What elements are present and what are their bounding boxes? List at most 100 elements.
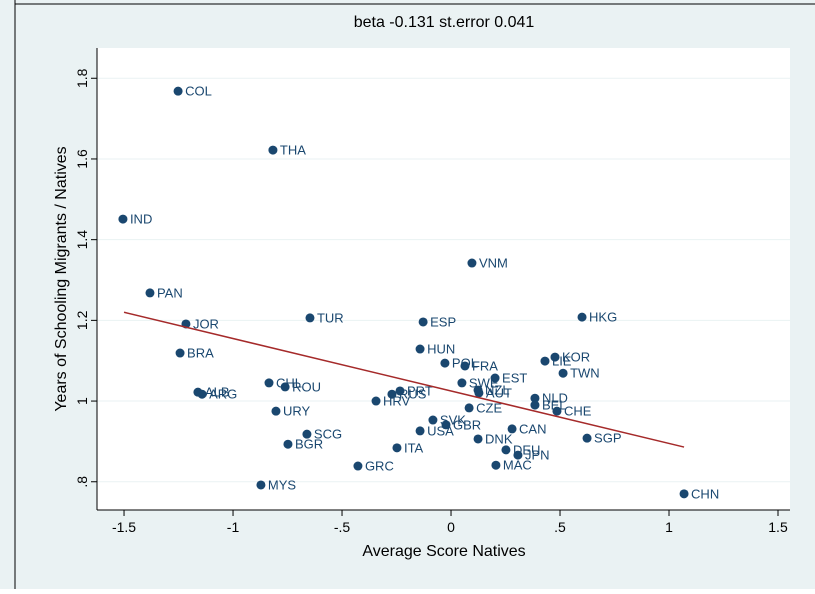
y-tick-label: .8	[74, 476, 90, 488]
point	[392, 443, 402, 453]
point	[271, 406, 281, 416]
point	[467, 258, 477, 268]
point-label: SGP	[594, 431, 621, 446]
point-label: HRV	[383, 393, 411, 408]
point-label: NZL	[485, 383, 510, 398]
point-label: ROU	[292, 379, 321, 394]
point	[305, 313, 315, 323]
point-label: BRA	[187, 345, 214, 360]
point-label: ESP	[430, 314, 456, 329]
point	[302, 429, 312, 439]
y-tick-label: 1.6	[74, 149, 90, 169]
point-label: URY	[283, 404, 311, 419]
point	[558, 368, 568, 378]
x-tick-label: 1	[665, 519, 673, 535]
y-tick-label: 1.4	[74, 230, 90, 250]
point	[175, 348, 185, 358]
y-tick-label: 1.2	[74, 310, 90, 330]
point	[418, 317, 428, 327]
point-label: PRT	[407, 383, 433, 398]
point	[679, 489, 689, 499]
point-label: VNM	[479, 255, 508, 270]
point-label: CAN	[519, 421, 546, 436]
x-tick-label: -.5	[334, 519, 351, 535]
point-label: GRC	[365, 458, 394, 473]
point	[428, 415, 438, 425]
point-label: ARG	[209, 387, 237, 402]
x-tick-label: -1.5	[112, 519, 136, 535]
point-label: HUN	[427, 341, 455, 356]
point-label: ALB	[205, 385, 230, 400]
point	[441, 420, 451, 430]
point	[550, 352, 560, 362]
point	[371, 396, 381, 406]
chart-title: beta -0.131 st.error 0.041	[354, 14, 535, 31]
point-label: DNK	[485, 431, 513, 446]
point	[440, 358, 450, 368]
point	[501, 445, 511, 455]
point-label: AUT	[486, 385, 512, 400]
point	[387, 389, 397, 399]
point-label: JPN	[525, 448, 550, 463]
point	[353, 461, 363, 471]
point-label: FRA	[472, 358, 498, 373]
point	[280, 382, 290, 392]
x-tick-label: -1	[227, 519, 240, 535]
point-label: TUR	[317, 310, 344, 325]
point-label: LIE	[552, 354, 572, 369]
x-tick-label: .5	[554, 519, 566, 535]
y-tick-label: 1	[74, 397, 90, 405]
y-tick-label: 1.8	[74, 68, 90, 88]
point	[197, 389, 207, 399]
point-label: MYS	[268, 477, 297, 492]
point-label: PAN	[157, 285, 183, 300]
fit-line	[123, 311, 685, 448]
point	[264, 378, 274, 388]
point	[513, 450, 523, 460]
point-label: COL	[185, 84, 212, 99]
point	[530, 393, 540, 403]
point	[395, 386, 405, 396]
point	[283, 439, 293, 449]
point	[268, 145, 278, 155]
point	[582, 433, 592, 443]
point	[473, 434, 483, 444]
point	[173, 86, 183, 96]
point-label: EST	[502, 370, 527, 385]
point	[530, 400, 540, 410]
point-label: TWN	[570, 366, 600, 381]
x-tick-label: 1.5	[768, 519, 788, 535]
point	[507, 424, 517, 434]
point-label: BGR	[295, 437, 323, 452]
point-label: NLD	[542, 391, 568, 406]
point-label: HKG	[589, 310, 617, 325]
point	[145, 288, 155, 298]
point	[577, 312, 587, 322]
point	[415, 344, 425, 354]
point	[552, 406, 562, 416]
point-label: CZE	[476, 400, 502, 415]
point	[460, 361, 470, 371]
point-label: SCG	[314, 427, 342, 442]
point-label: USA	[427, 423, 454, 438]
point	[464, 403, 474, 413]
x-tick-label: 0	[447, 519, 455, 535]
y-axis-label: Years of Schooling Migrants / Natives	[53, 146, 70, 411]
point-label: CHN	[691, 486, 719, 501]
point	[118, 214, 128, 224]
point-label: GBR	[453, 417, 481, 432]
point-label: IND	[130, 212, 152, 227]
x-axis-label: Average Score Natives	[362, 543, 525, 560]
point-label: ITA	[404, 440, 424, 455]
point	[540, 356, 550, 366]
point-label: CHE	[564, 404, 592, 419]
point-label: RUS	[399, 387, 427, 402]
point	[256, 480, 266, 490]
point	[490, 373, 500, 383]
point	[415, 426, 425, 436]
point	[457, 378, 467, 388]
point	[474, 388, 484, 398]
plot-area	[97, 48, 790, 510]
point	[491, 460, 501, 470]
